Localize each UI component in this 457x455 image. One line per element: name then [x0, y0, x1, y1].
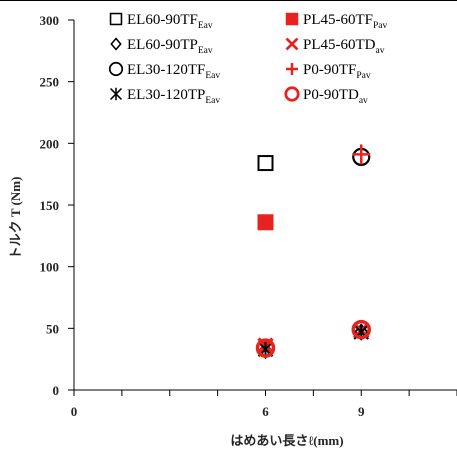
data-marks [255, 144, 371, 360]
y-tick-label: 50 [46, 321, 59, 336]
legend-item: EL60-90TPEav [110, 37, 213, 56]
x-axis-title: はめあい長さℓ(mm) [230, 433, 343, 448]
legend-marker [108, 61, 124, 77]
marker-shape [285, 12, 299, 26]
legend-label: PL45-60TDav [303, 37, 385, 56]
data-point [255, 338, 276, 358]
y-tick-label: 300 [40, 13, 60, 28]
marker-shape [284, 86, 300, 102]
x-tick-label: 9 [358, 404, 365, 419]
legend-label: EL60-90TPEav [127, 37, 213, 56]
legend-marker [284, 86, 300, 102]
x-tick-label: 0 [71, 404, 78, 419]
marker-shape [109, 12, 123, 26]
y-axis-title: トルク T (Nm) [8, 177, 23, 260]
legend-label: PL45-60TFPav [303, 12, 388, 31]
legend-marker [286, 63, 298, 75]
marker-shape [257, 214, 274, 231]
legend-marker [110, 37, 122, 51]
legend-label: EL30-120TFEav [127, 62, 220, 81]
x-tick-label: 6 [262, 404, 269, 419]
legend-label: EL60-90TFEav [127, 12, 213, 31]
data-point [352, 144, 371, 165]
legend-item: PL45-60TDav [285, 37, 385, 56]
marker-shape [108, 61, 124, 77]
legend-label: P0-90TFPav [303, 62, 371, 81]
legend-marker [285, 12, 299, 26]
legend-item: EL30-120TPEav [109, 87, 220, 106]
marker-shape [285, 37, 299, 51]
legend-item: EL60-90TFEav [109, 12, 213, 31]
data-point [257, 214, 274, 231]
legend-label: P0-90TDav [303, 87, 368, 106]
y-tick-label: 100 [40, 260, 60, 275]
data-point [351, 319, 371, 340]
marker-shape [110, 37, 122, 51]
legend-item: P0-90TFPav [286, 62, 371, 81]
legend-marker [109, 87, 123, 101]
legend-label: EL30-120TPEav [127, 87, 220, 106]
y-tick-label: 150 [40, 198, 60, 213]
marker-shape [255, 338, 276, 358]
y-tick-label: 250 [40, 75, 60, 90]
y-tick-label: 0 [53, 383, 60, 398]
data-point [257, 155, 274, 172]
axes: 0 50 100 150 200 250 300 0 6 9 [40, 13, 457, 419]
marker-shape [351, 319, 371, 340]
legend-item: P0-90TDav [284, 86, 368, 106]
marker-shape [257, 155, 274, 172]
legend-item: EL30-120TFEav [108, 61, 220, 81]
legend: EL60-90TFEav PL45-60TFPav EL60-90TPEav PL45… [108, 12, 388, 106]
y-tick-label: 200 [40, 136, 60, 151]
legend-marker [285, 37, 299, 51]
legend-marker [109, 12, 123, 26]
legend-item: PL45-60TFPav [285, 12, 388, 31]
